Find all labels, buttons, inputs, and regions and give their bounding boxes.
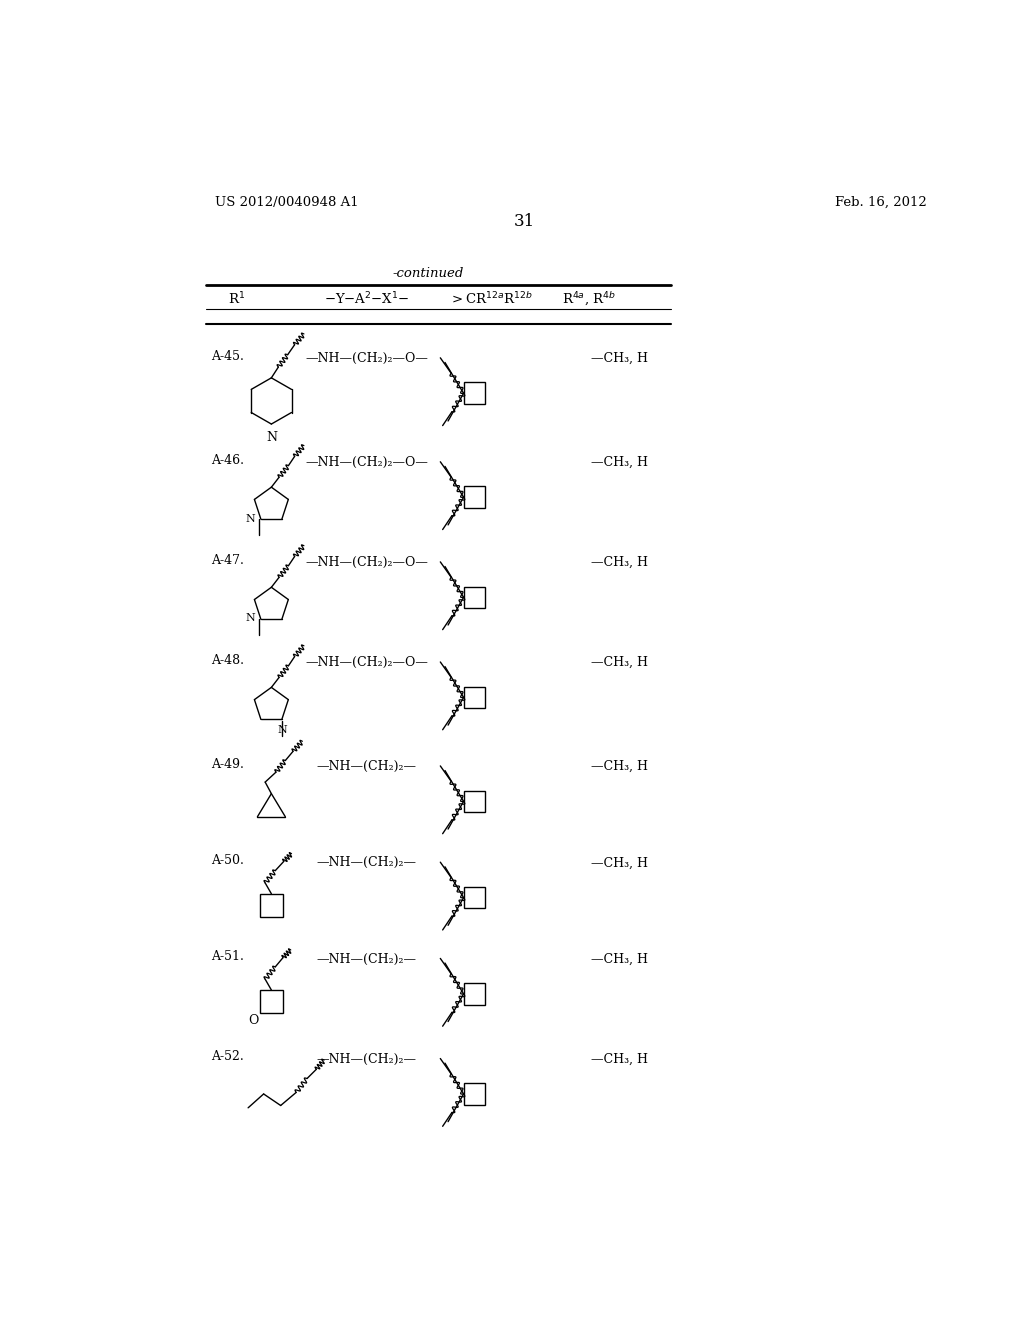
Text: N: N (246, 612, 255, 623)
Text: —CH₃, H: —CH₃, H (592, 556, 648, 569)
Bar (464, 586, 485, 609)
Text: Feb. 16, 2012: Feb. 16, 2012 (835, 195, 927, 209)
Text: —NH—(CH₂)₂—O—: —NH—(CH₂)₂—O— (305, 352, 428, 366)
Text: N: N (266, 430, 276, 444)
Bar (464, 383, 485, 404)
Text: R$^{4a}$, R$^{4b}$: R$^{4a}$, R$^{4b}$ (562, 290, 616, 308)
Text: —NH—(CH₂)₂—O—: —NH—(CH₂)₂—O— (305, 455, 428, 469)
Text: A-45.: A-45. (211, 350, 244, 363)
Text: US 2012/0040948 A1: US 2012/0040948 A1 (215, 195, 358, 209)
Text: —CH₃, H: —CH₃, H (592, 953, 648, 966)
Text: A-51.: A-51. (211, 950, 244, 964)
Text: A-46.: A-46. (211, 454, 244, 467)
Text: —NH—(CH₂)₂—O—: —NH—(CH₂)₂—O— (305, 656, 428, 669)
Bar (464, 887, 485, 908)
Text: N: N (276, 725, 287, 735)
Text: —CH₃, H: —CH₃, H (592, 352, 648, 366)
Text: 31: 31 (514, 213, 536, 230)
Text: R$^1$: R$^1$ (228, 290, 245, 308)
Text: $>$CR$^{12a}$R$^{12b}$: $>$CR$^{12a}$R$^{12b}$ (449, 292, 532, 308)
Text: A-47.: A-47. (211, 554, 244, 566)
Bar (464, 1084, 485, 1105)
Text: —NH—(CH₂)₂—: —NH—(CH₂)₂— (316, 1053, 417, 1065)
Bar (260, 894, 283, 917)
Text: —CH₃, H: —CH₃, H (592, 455, 648, 469)
Text: —CH₃, H: —CH₃, H (592, 656, 648, 669)
Text: —NH—(CH₂)₂—: —NH—(CH₂)₂— (316, 857, 417, 870)
Text: A-48.: A-48. (211, 653, 244, 667)
Bar (464, 983, 485, 1005)
Text: A-52.: A-52. (211, 1051, 244, 1064)
Text: A-49.: A-49. (211, 758, 244, 771)
Text: —NH—(CH₂)₂—O—: —NH—(CH₂)₂—O— (305, 556, 428, 569)
Bar (260, 990, 283, 1014)
Bar (464, 791, 485, 812)
Text: N: N (246, 515, 255, 524)
Text: -continued: -continued (393, 268, 465, 280)
Text: A-50.: A-50. (211, 854, 244, 867)
Text: $-$Y$-$A$^2$$-$X$^1$$-$: $-$Y$-$A$^2$$-$X$^1$$-$ (324, 290, 410, 308)
Text: —CH₃, H: —CH₃, H (592, 760, 648, 774)
Text: —NH—(CH₂)₂—: —NH—(CH₂)₂— (316, 953, 417, 966)
Bar (464, 686, 485, 708)
Bar (464, 487, 485, 508)
Text: —CH₃, H: —CH₃, H (592, 857, 648, 870)
Text: —CH₃, H: —CH₃, H (592, 1053, 648, 1065)
Text: O: O (249, 1014, 259, 1027)
Text: —NH—(CH₂)₂—: —NH—(CH₂)₂— (316, 760, 417, 774)
